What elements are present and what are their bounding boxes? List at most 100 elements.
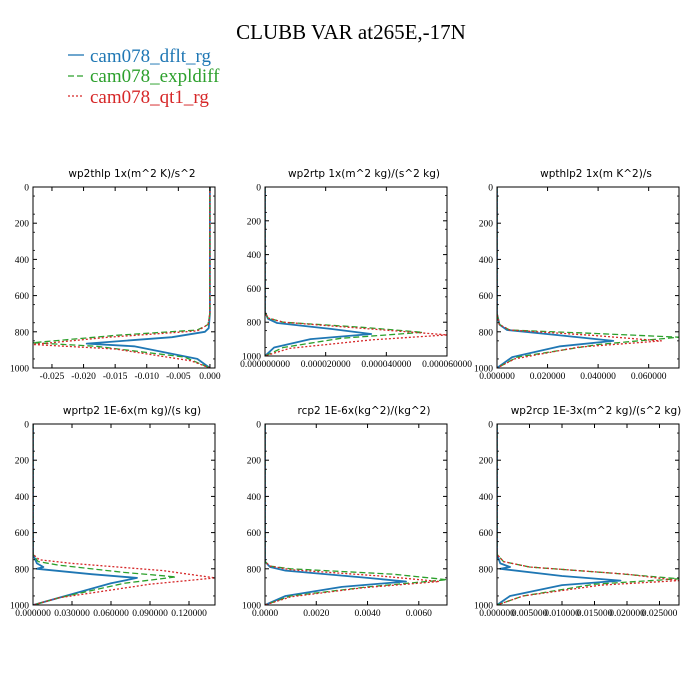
series-line-dflt [85, 187, 211, 368]
series-line-qt1 [33, 187, 211, 368]
x-tick-label: 0.025000 [642, 609, 678, 619]
x-tick-label: 0.000000 [479, 609, 515, 619]
x-tick-label: 0.0060 [406, 609, 432, 619]
x-tick-label: -0.010 [134, 372, 159, 382]
series-line-expldiff [33, 187, 211, 368]
y-tick-label: 800 [15, 565, 30, 575]
y-tick-label: 400 [479, 256, 494, 266]
legend-label-expldiff: cam078_expldiff [90, 66, 220, 87]
y-tick-label: 800 [479, 565, 494, 575]
legend-label-dflt: cam078_dflt_rg [90, 46, 212, 67]
y-tick-label: 0 [24, 421, 29, 431]
x-tick-label: 0.005000 [512, 609, 548, 619]
series-line-dflt [497, 187, 615, 368]
plot-frame [264, 423, 448, 606]
x-tick-label: 0.010000 [544, 609, 580, 619]
y-tick-label: 200 [247, 457, 262, 467]
x-tick-label: 0.000060000 [422, 360, 472, 370]
panel-title: rcp2 1E-6x(kg^2)/(kg^2) [298, 405, 431, 417]
y-tick-label: 600 [247, 285, 262, 295]
y-tick-label: 400 [247, 493, 262, 503]
panel-1: wp2thlp 1x(m^2 K)/s^2 0 200 400 600 800 1000 -0… [10, 168, 221, 382]
x-tick-label: 0.030000 [54, 609, 90, 619]
y-tick-label: 600 [247, 529, 262, 539]
y-tick-label: 400 [15, 493, 30, 503]
x-tick-label: -0.015 [103, 372, 128, 382]
panel-title: wprtp2 1E-6x(m kg)/(s kg) [63, 405, 201, 417]
y-tick-label: 800 [247, 565, 262, 575]
series-line-qt1 [33, 424, 215, 605]
y-tick-label: 0 [256, 184, 261, 194]
x-tick-label: 0.060000 [631, 372, 667, 382]
plot-frame [264, 186, 448, 357]
x-tick-label: 0.040000 [580, 372, 616, 382]
y-tick-label: 1000 [242, 602, 261, 612]
series-line-dflt [33, 424, 138, 605]
series-group [33, 187, 211, 368]
legend-item-expldiff: cam078_expldiff [68, 66, 220, 87]
y-tick-label: 0 [256, 421, 261, 431]
y-tick-label: 600 [479, 529, 494, 539]
y-tick-label: 1000 [10, 602, 29, 612]
series-group [265, 424, 447, 605]
y-tick-label: 0 [488, 421, 493, 431]
series-line-dflt [497, 424, 622, 605]
x-tick-label: 0.060000 [93, 609, 129, 619]
y-tick-label: 400 [247, 251, 262, 261]
series-line-qt1 [265, 424, 440, 605]
y-tick-label: 600 [15, 292, 30, 302]
x-tick-label: 0.000000 [15, 609, 51, 619]
legend-item-dflt: cam078_dflt_rg [68, 46, 212, 67]
series-group [33, 424, 215, 605]
legend: cam078_dflt_rg cam078_expldiff cam078_qt… [68, 46, 220, 108]
x-tick-label: 0.0020 [303, 609, 329, 619]
x-tick-label: 0.090000 [132, 609, 168, 619]
series-line-qt1 [497, 424, 679, 605]
panel-title: wp2thlp 1x(m^2 K)/s^2 [68, 168, 195, 180]
x-tick-label: 0.015000 [577, 609, 613, 619]
series-line-expldiff [497, 187, 679, 368]
y-tick-label: 400 [479, 493, 494, 503]
y-tick-label: 200 [247, 217, 262, 227]
x-tick-label: 0.020000 [530, 372, 566, 382]
plot-frame [32, 186, 216, 369]
x-tick-label: -0.020 [71, 372, 96, 382]
x-tick-label: -0.005 [166, 372, 191, 382]
y-tick-label: 800 [479, 328, 494, 338]
x-tick-label: -0.025 [40, 372, 65, 382]
y-tick-label: 200 [479, 220, 494, 230]
y-tick-label: 200 [15, 220, 30, 230]
y-tick-label: 200 [15, 457, 30, 467]
series-line-expldiff [265, 424, 447, 605]
series-group [497, 424, 679, 605]
legend-label-qt1: cam078_qt1_rg [90, 87, 209, 108]
y-tick-label: 1000 [242, 353, 261, 363]
x-tick-label: 0.120000 [171, 609, 207, 619]
panel-title: wpthlp2 1x(m K^2)/s [540, 168, 652, 180]
y-tick-label: 0 [24, 184, 29, 194]
plot-frame [32, 423, 216, 606]
panel-title: wp2rtp 1x(m^2 kg)/(s^2 kg) [288, 168, 440, 180]
series-group [265, 187, 447, 356]
panel-3: wpthlp2 1x(m K^2)/s 0 200 400 600 800 10000.00… [474, 168, 680, 382]
x-tick-label: 0.020000 [609, 609, 645, 619]
y-tick-label: 200 [479, 457, 494, 467]
y-tick-label: 400 [15, 256, 30, 266]
x-tick-label: 0.000000000 [240, 360, 290, 370]
series-line-expldiff [33, 424, 177, 605]
y-tick-label: 1000 [474, 602, 493, 612]
figure-title: CLUBB VAR at265E,-17N [236, 20, 466, 44]
panel-title: wp2rcp 1E-3x(m^2 kg)/(s^2 kg) [511, 405, 682, 417]
x-tick-label: 0.0040 [354, 609, 380, 619]
series-line-dflt [265, 424, 407, 605]
y-tick-label: 800 [15, 328, 30, 338]
series-line-qt1 [265, 187, 447, 356]
y-tick-label: 800 [247, 319, 262, 329]
plot-frame [496, 423, 680, 606]
x-tick-label: 0.000020000 [301, 360, 351, 370]
x-tick-label: 0.000040000 [361, 360, 411, 370]
panels: wp2thlp 1x(m^2 K)/s^2 0 200 400 600 800 1000 -0… [10, 168, 681, 619]
y-tick-label: 1000 [10, 365, 29, 375]
y-tick-label: 0 [488, 184, 493, 194]
